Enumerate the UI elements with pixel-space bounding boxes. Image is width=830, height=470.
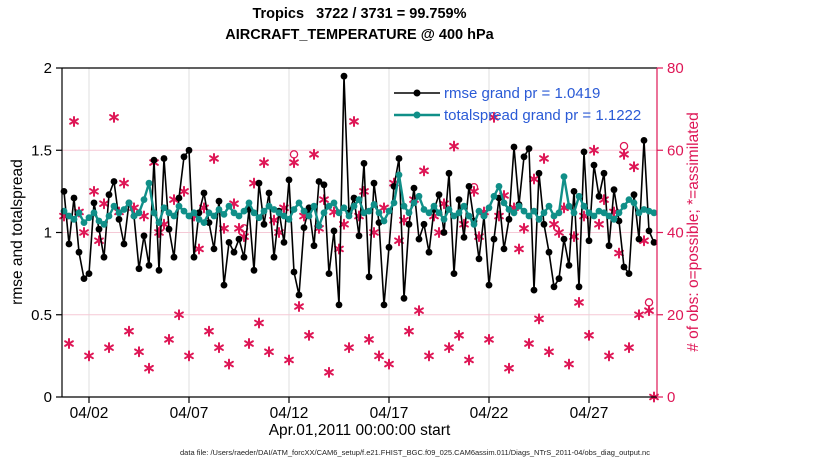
totalspread-series xyxy=(60,171,658,230)
svg-text:04/17: 04/17 xyxy=(370,405,409,422)
datafile-caption: data file: /Users/raeder/DAI/ATM_forcXX/… xyxy=(180,448,650,457)
svg-text:20: 20 xyxy=(667,307,684,324)
y-axis-label-left: rmse and totalspread xyxy=(9,159,26,305)
svg-text:1: 1 xyxy=(44,225,52,242)
svg-text:04/22: 04/22 xyxy=(470,405,509,422)
svg-text:04/12: 04/12 xyxy=(270,405,309,422)
svg-text:0: 0 xyxy=(667,389,675,406)
legend: rmse grand pr = 1.0419 totalspread grand… xyxy=(394,82,641,126)
legend-rmse-label: rmse grand pr = 1.0419 xyxy=(444,84,601,102)
legend-totalspread-label: totalspread grand pr = 1.1222 xyxy=(444,106,642,124)
chart-title-counts: Tropics 3722 / 3731 = 99.759% xyxy=(252,6,467,22)
svg-text:60: 60 xyxy=(667,142,684,159)
svg-text:80: 80 xyxy=(667,60,684,77)
svg-text:40: 40 xyxy=(667,225,684,242)
svg-text:04/07: 04/07 xyxy=(170,405,209,422)
svg-text:1.5: 1.5 xyxy=(31,142,52,159)
svg-text:0.5: 0.5 xyxy=(31,307,52,324)
chart-title-variable: AIRCRAFT_TEMPERATURE @ 400 hPa xyxy=(225,27,494,43)
x-axis-label: Apr.01,2011 00:00:00 start xyxy=(268,422,451,439)
legend-entry-rmse: rmse grand pr = 1.0419 xyxy=(394,82,641,104)
rmse-series xyxy=(60,72,658,309)
rmse-line-sample-icon xyxy=(394,89,440,97)
totalspread-line-sample-icon xyxy=(394,111,440,119)
svg-text:04/27: 04/27 xyxy=(570,405,609,422)
y-axis-right-ticks: 0 20 40 60 80 xyxy=(657,60,684,406)
svg-text:2: 2 xyxy=(44,60,52,77)
y-axis-label-right: # of obs: o=possible; *=assimilated xyxy=(685,112,702,352)
svg-text:04/02: 04/02 xyxy=(70,405,109,422)
svg-text:0: 0 xyxy=(44,389,52,406)
legend-entry-totalspread: totalspread grand pr = 1.1222 xyxy=(394,104,641,126)
y-axis-left-ticks: 0 0.5 1 1.5 2 xyxy=(31,60,62,406)
obs-possible-markers xyxy=(239,141,654,307)
x-axis-ticks: 04/02 04/07 04/12 04/17 04/22 04/27 xyxy=(70,397,609,422)
